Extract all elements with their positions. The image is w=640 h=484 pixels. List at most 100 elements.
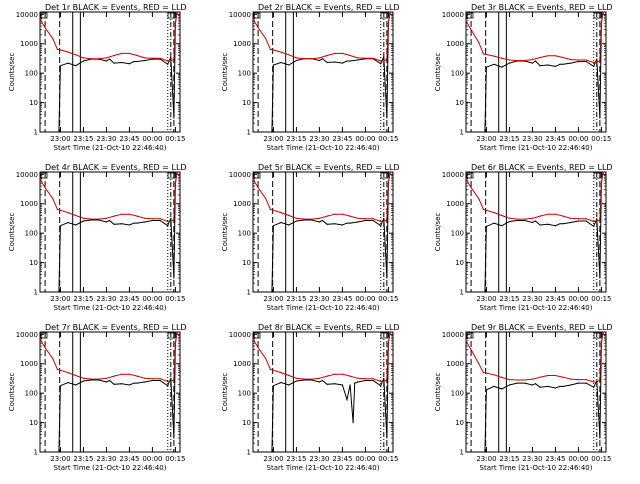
x-tick-label: 00:15 (591, 135, 611, 143)
series-line-events (58, 333, 178, 453)
x-tick-label: 23:30 (522, 455, 542, 463)
x-axis-label: Start Time (21-Oct-10 22:46:40) (267, 144, 380, 152)
x-axis-label: Start Time (21-Oct-10 22:46:40) (480, 464, 593, 472)
y-tick-label: 10000 (229, 331, 251, 339)
y-tick-label: 1000 (20, 40, 38, 48)
y-tick-label: 1 (34, 129, 38, 137)
y-tick-label: 1 (247, 129, 251, 137)
x-tick-label: 00:00 (142, 135, 162, 143)
y-tick-label: 1000 (233, 200, 251, 208)
x-tick-label: 00:15 (591, 295, 611, 303)
x-tick-label: 23:45 (545, 295, 565, 303)
y-tick-label: 100 (451, 70, 464, 78)
y-tick-label: 10 (455, 419, 464, 427)
x-tick-label: 00:15 (378, 455, 398, 463)
corner-box (253, 12, 261, 19)
x-tick-label: 00:15 (165, 135, 185, 143)
x-axis-label: Start Time (21-Oct-10 22:46:40) (267, 304, 380, 312)
y-tick-label: 100 (451, 230, 464, 238)
y-tick-label: 1000 (446, 200, 464, 208)
x-tick-label: 00:00 (568, 295, 588, 303)
y-tick-label: 1 (247, 289, 251, 297)
corner-box (593, 12, 602, 19)
x-tick-label: 23:30 (309, 455, 329, 463)
series-line-lld (465, 173, 604, 222)
corner-box (466, 332, 474, 339)
series-line-events (58, 173, 178, 293)
corner-box (593, 332, 602, 339)
x-tick-label: 00:00 (568, 135, 588, 143)
y-tick-label: 10000 (229, 171, 251, 179)
x-tick-label: 23:15 (73, 295, 93, 303)
y-tick-label: 1000 (20, 200, 38, 208)
y-tick-label: 10000 (442, 331, 464, 339)
series-line-lld (39, 13, 178, 62)
x-tick-label: 23:45 (545, 135, 565, 143)
y-tick-label: 1 (34, 289, 38, 297)
y-tick-label: 100 (238, 230, 251, 238)
x-axis-label: Start Time (21-Oct-10 22:46:40) (267, 464, 380, 472)
x-tick-label: 23:30 (96, 295, 116, 303)
plot-frame (39, 11, 181, 133)
y-tick-label: 1000 (446, 360, 464, 368)
y-tick-label: 1000 (233, 360, 251, 368)
y-tick-label: 100 (25, 70, 38, 78)
y-tick-label: 100 (238, 70, 251, 78)
y-tick-label: 1 (460, 129, 464, 137)
x-tick-label: 23:00 (476, 455, 496, 463)
x-tick-label: 23:45 (545, 455, 565, 463)
corner-box (40, 172, 48, 179)
x-tick-label: 23:15 (499, 455, 519, 463)
x-tick-label: 23:30 (309, 295, 329, 303)
series-line-events (484, 173, 604, 293)
panel-1: Det 1r BLACK = Events, RED = LLD 1 10 100 10… (8, 3, 187, 152)
y-tick-label: 10 (455, 99, 464, 107)
y-axis-label: Counts/sec (8, 373, 16, 412)
plot-frame (252, 171, 394, 293)
x-tick-label: 23:00 (50, 295, 70, 303)
series-line-lld (252, 173, 391, 222)
chart-title: Det 2r BLACK = Events, RED = LLD (258, 3, 400, 12)
plot-frame (39, 171, 181, 293)
x-tick-label: 23:15 (286, 295, 306, 303)
x-tick-label: 00:00 (568, 455, 588, 463)
y-axis-label: Counts/sec (221, 53, 229, 92)
y-axis-label: Counts/sec (221, 373, 229, 412)
y-tick-label: 10000 (442, 171, 464, 179)
x-tick-label: 23:45 (332, 135, 352, 143)
x-tick-label: 23:45 (119, 455, 139, 463)
y-tick-label: 10 (29, 99, 38, 107)
x-tick-label: 00:00 (355, 295, 375, 303)
plot-frame (39, 331, 181, 453)
y-tick-label: 10 (29, 259, 38, 267)
y-tick-label: 10 (29, 419, 38, 427)
y-tick-label: 1000 (20, 360, 38, 368)
x-tick-label: 23:45 (119, 135, 139, 143)
y-tick-label: 1 (247, 449, 251, 457)
y-axis-label: Counts/sec (434, 213, 442, 252)
x-axis-label: Start Time (21-Oct-10 22:46:40) (480, 144, 593, 152)
x-axis-label: Start Time (21-Oct-10 22:46:40) (54, 464, 167, 472)
x-tick-label: 23:30 (522, 295, 542, 303)
x-tick-label: 00:15 (591, 455, 611, 463)
chart-title: Det 9r BLACK = Events, RED = LLD (471, 323, 613, 332)
x-tick-label: 23:00 (50, 135, 70, 143)
corner-box (253, 332, 261, 339)
series-line-events (484, 13, 604, 133)
x-tick-label: 00:00 (142, 295, 162, 303)
series-line-events (271, 333, 391, 453)
series-line-lld (252, 13, 391, 62)
series-line-lld (465, 333, 604, 383)
x-tick-label: 00:00 (355, 135, 375, 143)
x-axis-label: Start Time (21-Oct-10 22:46:40) (54, 304, 167, 312)
panel-6: Det 6r BLACK = Events, RED = LLD 1 10 100 10… (434, 163, 613, 312)
x-tick-label: 00:15 (378, 135, 398, 143)
x-tick-label: 23:00 (50, 455, 70, 463)
corner-box (253, 172, 261, 179)
x-tick-label: 00:15 (165, 295, 185, 303)
y-tick-label: 10000 (16, 331, 38, 339)
y-tick-label: 10 (455, 259, 464, 267)
series-line-lld (39, 333, 178, 382)
series-line-events (58, 13, 178, 133)
